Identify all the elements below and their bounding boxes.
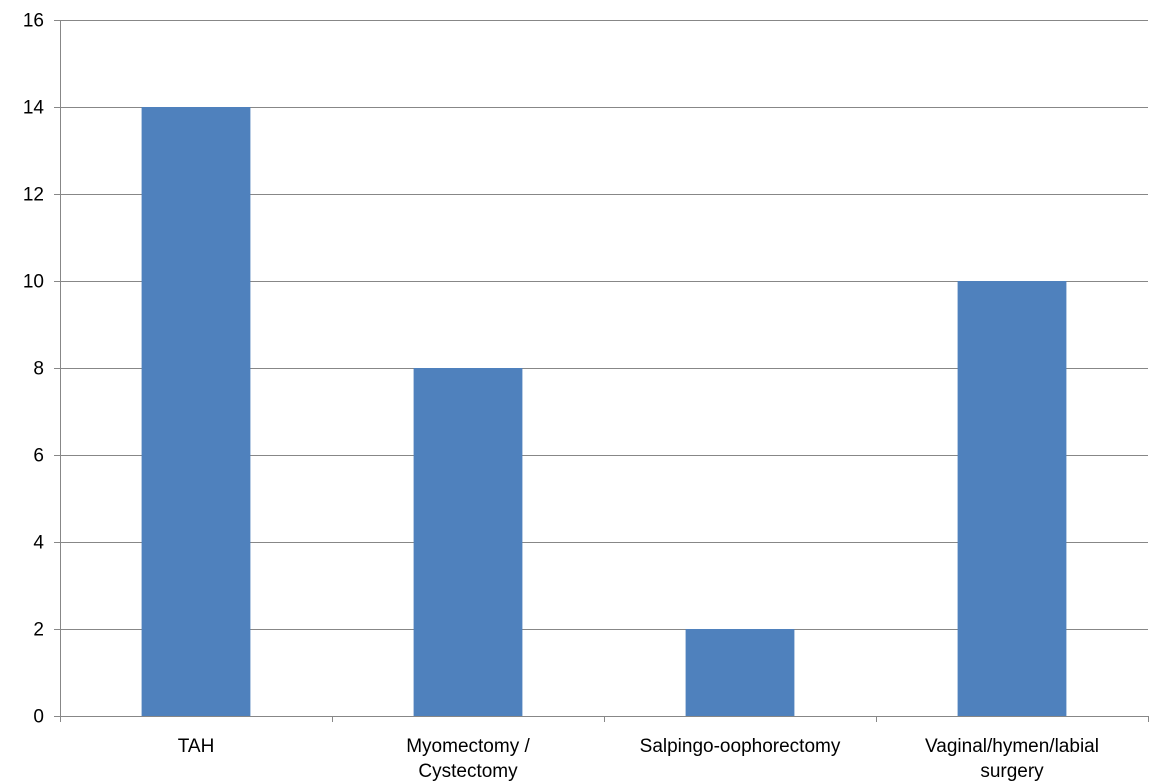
y-tick-label: 4: [33, 533, 44, 554]
y-tick-label: 14: [23, 98, 45, 119]
bar: [957, 281, 1067, 716]
y-tick-label: 2: [33, 620, 44, 641]
y-tick-label: 6: [33, 446, 44, 467]
y-tick-label: 8: [33, 359, 44, 380]
y-tick-label: 16: [23, 11, 44, 32]
bar: [141, 107, 251, 716]
x-category-labels: TAH Myomectomy / Cystectomy Salpingo-oophor…: [178, 736, 1099, 782]
bar: [685, 629, 795, 716]
axes: [54, 20, 1149, 722]
y-tick-label: 12: [23, 185, 44, 206]
y-tick-labels: 0 2 4 6 8 10 12 14 16: [23, 11, 45, 728]
bar: [413, 368, 523, 716]
bars: [141, 107, 1067, 716]
x-category-label: Salpingo-oophorectomy: [640, 736, 841, 757]
x-category-label: Myomectomy / Cystectomy: [406, 736, 530, 782]
y-tick-label: 10: [23, 272, 44, 293]
y-tick-label: 0: [33, 707, 44, 728]
x-category-label: Vaginal/hymen/labial surgery: [925, 736, 1099, 782]
x-category-label: TAH: [178, 736, 215, 757]
